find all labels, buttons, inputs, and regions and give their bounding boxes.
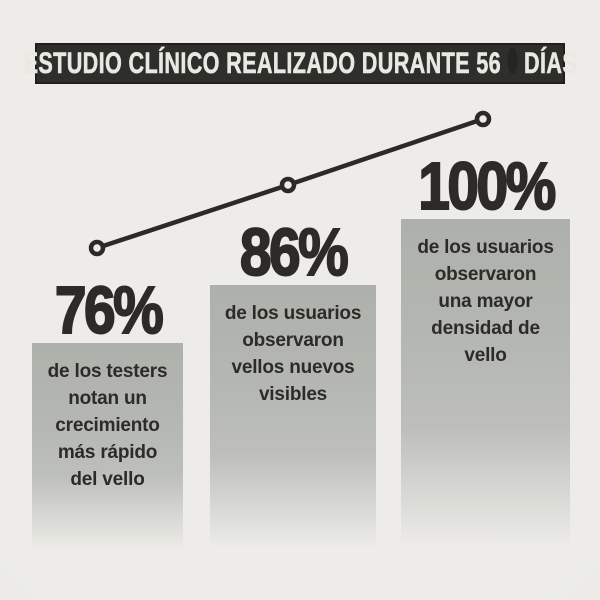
bar-76 [32, 343, 183, 557]
percent-label-86: 86% [239, 215, 350, 290]
stat-column-86: 86% de los usuarios observaron vellos nu… [210, 218, 376, 557]
bar-86 [210, 285, 376, 557]
bar-description-86: de los usuarios observaron vellos nuevos… [224, 303, 362, 405]
banner-smudge-decoration [507, 47, 518, 74]
bar-description-100: de los usuarios observaron una mayor den… [417, 237, 554, 366]
bar-description-76: de los testers notan un crecimiento más … [47, 361, 168, 490]
bar-100 [401, 219, 570, 557]
percent-label-76: 76% [53, 273, 164, 348]
stat-column-100: 100% de los usuarios observaron una mayo… [401, 152, 570, 557]
data-point-marker-76 [88, 239, 106, 257]
data-point-marker-100 [474, 110, 492, 128]
data-point-marker-86 [279, 176, 297, 194]
title-banner-text: ESTUDIO CLÍNICO REALIZADO DURANTE 56 DÍA… [23, 46, 577, 81]
percent-label-100: 100% [417, 149, 557, 224]
title-prefix: ESTUDIO CLÍNICO REALIZADO DURANTE 56 [23, 46, 501, 80]
title-banner: ESTUDIO CLÍNICO REALIZADO DURANTE 56 DÍA… [23, 43, 577, 84]
stat-column-76: 76% de los testers notan un crecimiento … [32, 276, 183, 557]
title-suffix: DÍAS [523, 46, 577, 80]
